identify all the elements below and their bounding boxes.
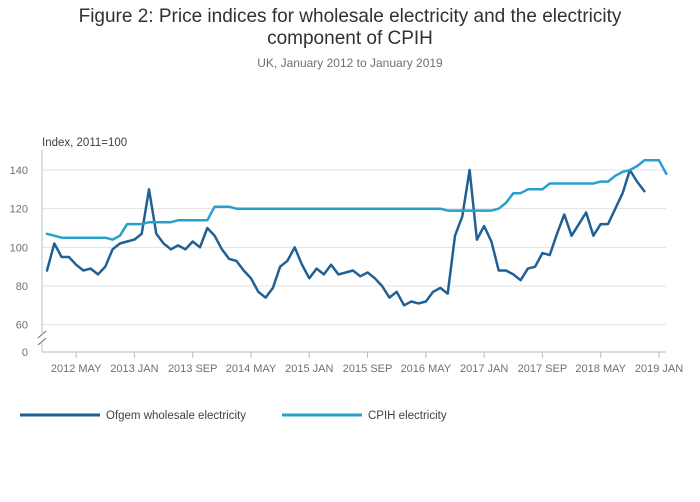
axis-break-mark xyxy=(37,337,47,346)
y-tick-label: 0 xyxy=(22,347,28,359)
legend: Ofgem wholesale electricity CPIH electric… xyxy=(20,410,447,422)
y-tick-label: 80 xyxy=(16,281,28,293)
x-tick-label: 2013 JAN xyxy=(110,363,158,375)
legend-label: Ofgem wholesale electricity xyxy=(106,410,246,422)
axis-break-mark xyxy=(37,330,47,339)
y-tick-label: 140 xyxy=(10,165,28,177)
legend-label: CPIH electricity xyxy=(368,410,447,422)
series-lines xyxy=(45,159,668,307)
chart-title: Figure 2: Price indices for wholesale el… xyxy=(0,6,700,50)
x-tick-label: 2019 JAN xyxy=(635,363,683,375)
x-tick-label: 2017 SEP xyxy=(518,363,568,375)
x-tick-label: 2015 JAN xyxy=(285,363,333,375)
x-tick-label: 2012 MAY xyxy=(51,363,102,375)
x-tick-label: 2018 MAY xyxy=(575,363,626,375)
chart-subtitle: UK, January 2012 to January 2019 xyxy=(257,56,443,70)
series-line-cpih xyxy=(45,159,668,241)
x-tick-label: 2016 MAY xyxy=(401,363,452,375)
x-tick-label: 2017 JAN xyxy=(460,363,508,375)
y-axis-title: Index, 2011=100 xyxy=(42,137,127,149)
y-tick-label: 60 xyxy=(16,320,28,332)
gridlines xyxy=(42,169,666,326)
y-tick-label: 100 xyxy=(10,242,28,254)
y-tick-label: 120 xyxy=(10,204,28,216)
x-tick-label: 2015 SEP xyxy=(343,363,393,375)
x-tick-label: 2013 SEP xyxy=(168,363,218,375)
chart-title-line-2: component of CPIH xyxy=(267,28,433,49)
x-tick-label: 2014 MAY xyxy=(226,363,277,375)
series-line-wholesale xyxy=(45,168,646,307)
axes: 0 60 80 100 120 140 Index, 2011=100 2012 MAY 201… xyxy=(10,137,684,375)
chart-title-line-1: Figure 2: Price indices for wholesale el… xyxy=(78,6,622,27)
